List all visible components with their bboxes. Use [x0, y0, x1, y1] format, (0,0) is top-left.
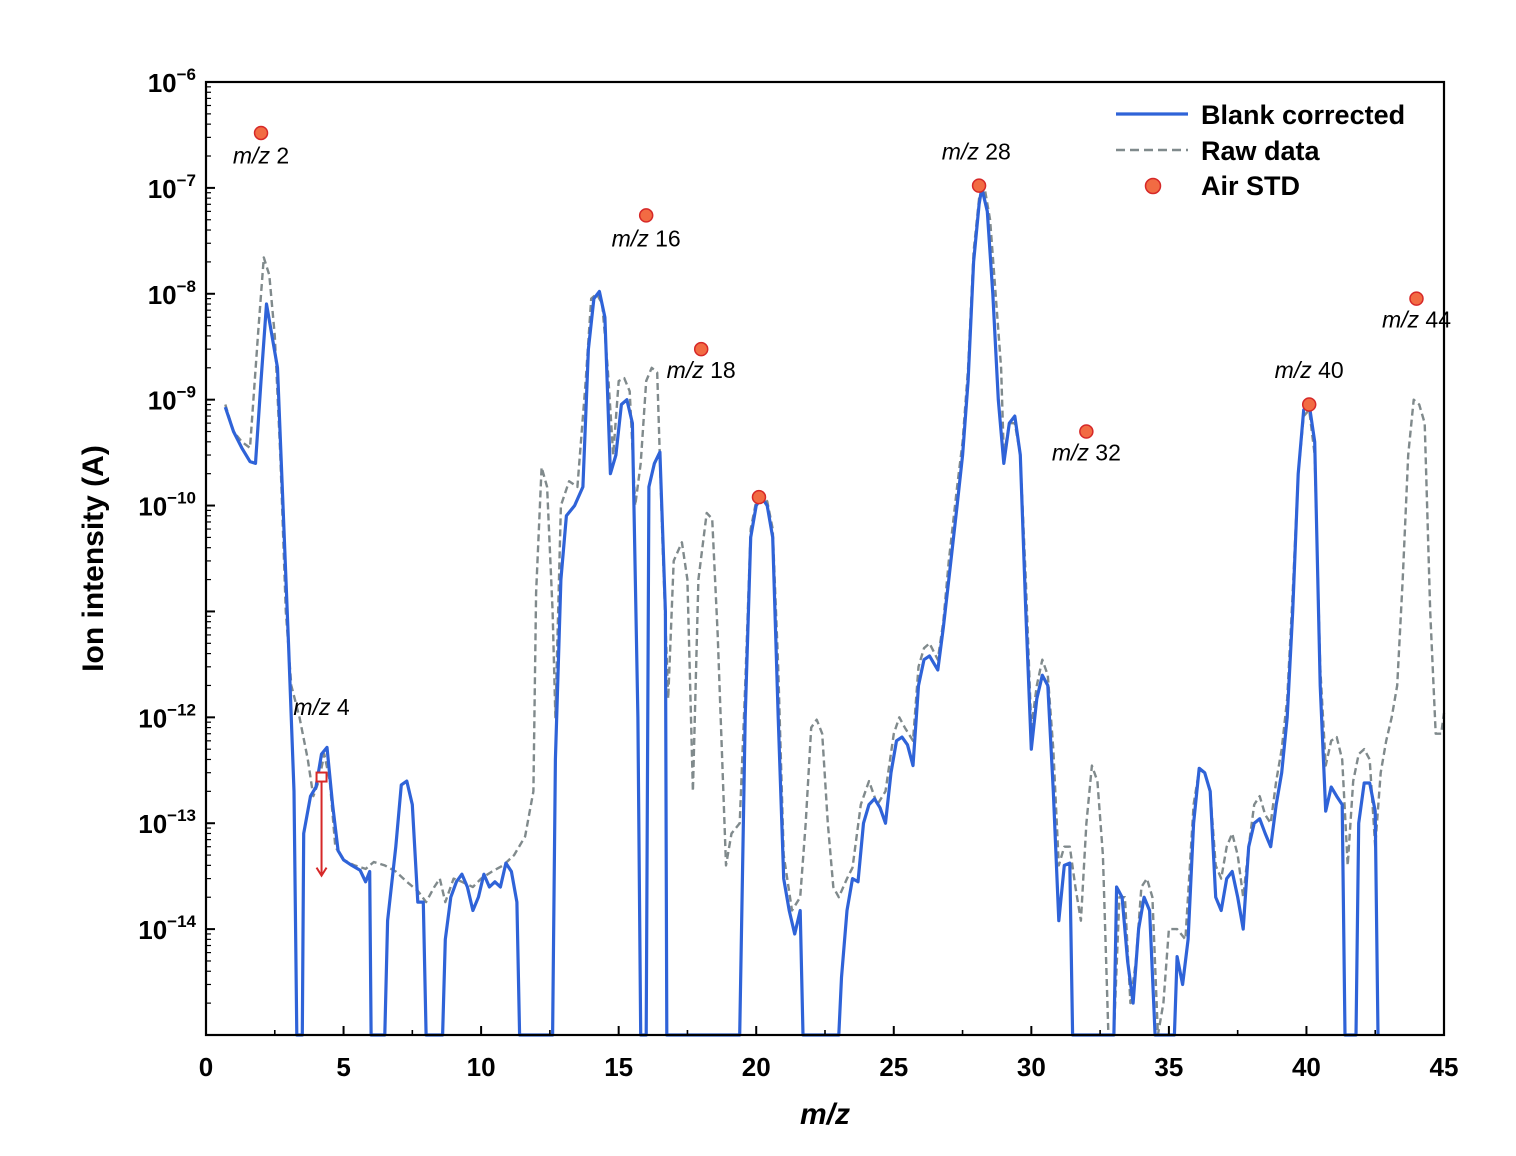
x-tick-label: 10	[467, 1052, 496, 1082]
y-axis-title: Ion intensity (A)	[77, 445, 110, 672]
x-tick-label: 40	[1292, 1052, 1321, 1082]
y-tick-label: 10−10	[138, 489, 196, 522]
x-axis-title: m/z	[800, 1098, 850, 1131]
peak-annotation: m/z 4	[293, 694, 349, 720]
air-std-point	[1079, 424, 1094, 439]
air-std-point	[971, 178, 987, 193]
marker-layer	[253, 125, 1424, 505]
peak-annotation: m/z 16	[612, 225, 681, 251]
air-std-point	[1301, 397, 1317, 412]
arrow-start-marker	[315, 771, 328, 783]
peak-annotation: m/z 28	[942, 139, 1011, 165]
x-tick-label: 20	[742, 1052, 771, 1082]
peak-annotation: m/z 44	[1382, 307, 1451, 333]
legend-swatch-air-std	[1144, 177, 1162, 195]
legend: Blank corrected Raw data Air STD	[1116, 100, 1405, 201]
y-tick-label: 10−14	[138, 912, 196, 945]
x-tick-label: 25	[879, 1052, 908, 1082]
series-layer	[223, 186, 1446, 1037]
x-tick-label: 30	[1017, 1052, 1046, 1082]
air-std-point	[693, 341, 709, 357]
y-tick-label: 10−9	[148, 383, 196, 416]
tick-layer: 0 5 10 15 20 25 30 35 40 45 10−6 10−7 10−8 10−9 10−10 1…	[138, 65, 1458, 1082]
x-tick-label: 5	[336, 1052, 350, 1082]
legend-label-raw-data: Raw data	[1201, 136, 1321, 166]
air-std-point	[253, 125, 269, 141]
y-tick-label: 10−13	[138, 806, 196, 839]
annotation-layer: m/z 2 m/z 4 m/z 16 m/z 18 m/z 28 m/z 32 m/z 40…	[233, 139, 1451, 878]
peak-annotation: m/z 40	[1275, 357, 1344, 383]
peak-annotation: m/z 18	[667, 357, 736, 383]
air-std-point	[638, 208, 654, 223]
x-tick-label: 0	[199, 1052, 213, 1082]
y-tick-label: 10−6	[148, 65, 196, 98]
air-std-point	[1409, 291, 1424, 306]
y-tick-label: 10−8	[148, 277, 196, 310]
x-tick-label: 45	[1430, 1052, 1459, 1082]
x-tick-label: 15	[604, 1052, 633, 1082]
series-raw-data-line	[224, 186, 1446, 1037]
series-blank-corrected-line	[223, 186, 1380, 1037]
peak-annotation: m/z 32	[1052, 440, 1121, 466]
legend-label-air-std: Air STD	[1201, 171, 1300, 201]
peak-annotation: m/z 2	[233, 142, 289, 168]
air-std-point	[751, 489, 767, 505]
arrow-head	[315, 867, 328, 878]
x-tick-label: 35	[1154, 1052, 1183, 1082]
y-tick-label: 10−12	[138, 700, 196, 733]
y-tick-label: 10−7	[148, 171, 196, 204]
legend-label-blank-corrected: Blank corrected	[1201, 100, 1405, 130]
